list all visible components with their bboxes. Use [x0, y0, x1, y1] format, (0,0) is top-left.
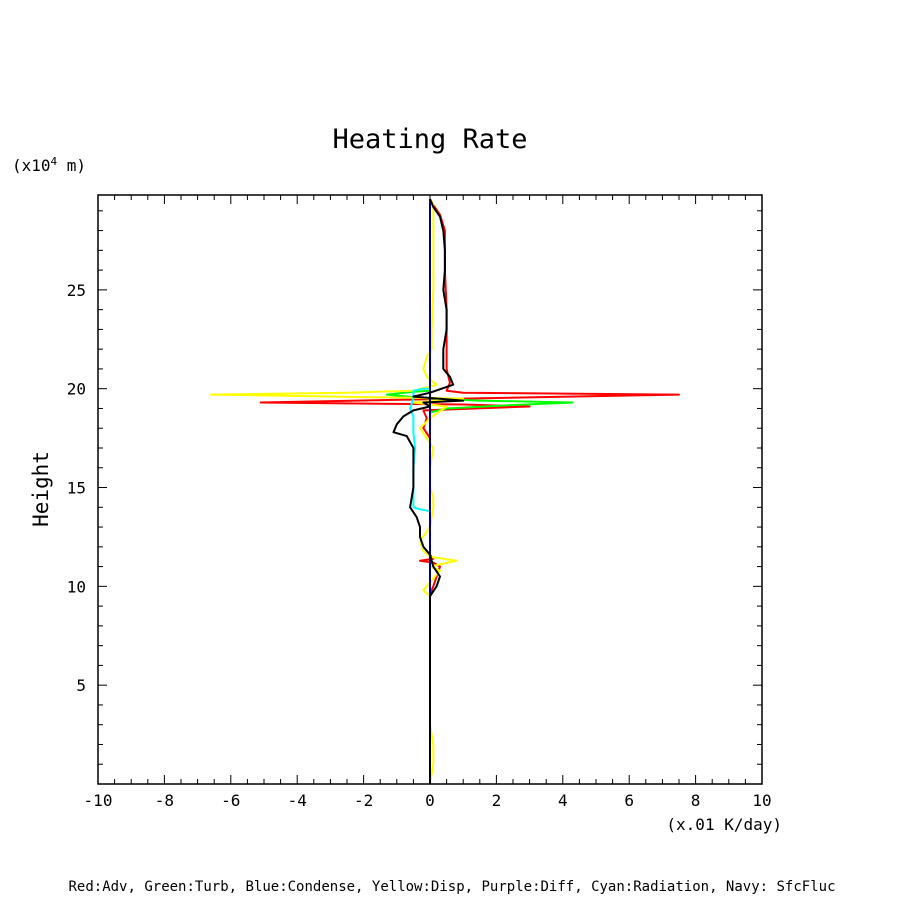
- x-tick-label: 0: [425, 791, 435, 810]
- series-lines: [209, 198, 680, 785]
- x-tick-labels: -10 -8 -6 -4 -2 0 2 4 6 8 10: [84, 791, 772, 810]
- y-unit-label: (x104 m): [12, 155, 86, 175]
- x-tick-label: -10: [84, 791, 113, 810]
- x-tick-label: 2: [492, 791, 502, 810]
- y-tick-label: 15: [67, 479, 86, 498]
- series-line-turb: [385, 199, 574, 784]
- x-axis-label: (x.01 K/day): [666, 815, 782, 834]
- series-line-disp: [209, 198, 465, 785]
- y-tick-label: 5: [76, 676, 86, 695]
- x-tick-label: -8: [155, 791, 174, 810]
- series-line-radiation: [409, 199, 431, 784]
- x-tick-label: 4: [558, 791, 568, 810]
- series-line-adv: [259, 198, 680, 784]
- chart-title: Heating Rate: [332, 124, 527, 155]
- axis-ticks: [97, 195, 763, 784]
- y-unit-label-main: (x10: [12, 156, 51, 175]
- y-tick-label: 25: [67, 281, 86, 300]
- x-tick-label: 8: [691, 791, 701, 810]
- legend-footer: Red:Adv, Green:Turb, Blue:Condense, Yell…: [68, 879, 835, 895]
- y-tick-labels: 5 10 15 20 25: [67, 281, 86, 695]
- plot-frame: [97, 194, 763, 785]
- x-tick-label: 10: [752, 791, 771, 810]
- x-tick-label: -2: [354, 791, 373, 810]
- y-unit-label-sup: 4: [51, 155, 58, 168]
- y-unit-label-tail: m): [57, 156, 86, 175]
- x-tick-label: 6: [624, 791, 634, 810]
- y-tick-label: 10: [67, 577, 86, 596]
- y-tick-label: 20: [67, 380, 86, 399]
- x-tick-label: -6: [221, 791, 240, 810]
- x-tick-label: -4: [288, 791, 307, 810]
- y-axis-label: Height: [29, 451, 53, 527]
- series-line-total: [392, 198, 465, 784]
